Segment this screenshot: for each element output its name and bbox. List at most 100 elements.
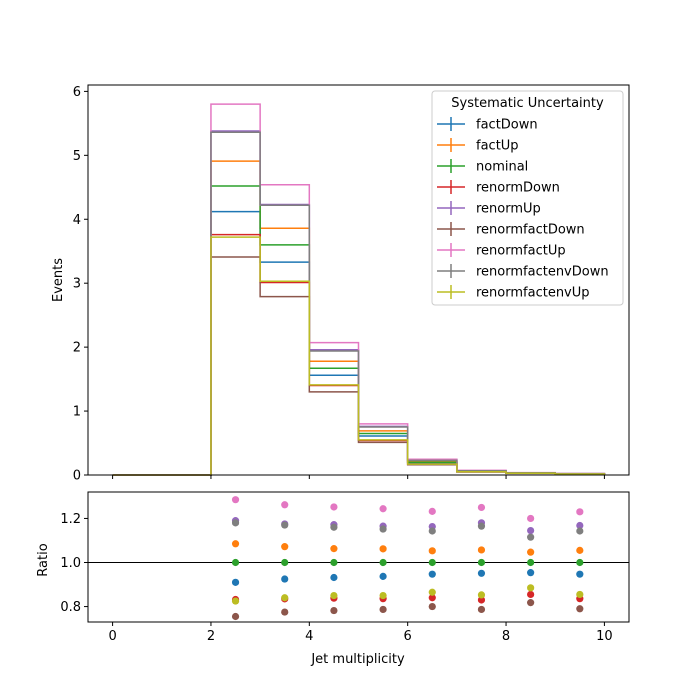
ratio-points <box>231 496 584 621</box>
ratio-point-renormfactDown <box>379 605 387 614</box>
legend-label: renormfactenvUp <box>476 286 590 301</box>
ratio-point-renormUp <box>527 526 535 535</box>
ratio-point-renormfactenvUp <box>281 594 289 602</box>
x-axis-label: Jet multiplicity <box>310 652 405 667</box>
legend-entry-renormfactDown: renormfactDown <box>437 222 585 238</box>
ratio-point-renormfactenvDown <box>527 533 535 541</box>
ratio-point-renormfactDown <box>281 608 289 616</box>
ratio-point-factDown <box>576 570 584 578</box>
legend-label: factUp <box>476 139 519 154</box>
ratio-point-renormfactenvDown <box>330 523 338 531</box>
ratio-point-factUp <box>281 543 289 551</box>
ratio-point-renormfactenvUp <box>576 590 584 599</box>
ratio-point-renormfactDown <box>428 602 436 611</box>
ratio-point-factUp <box>231 540 240 548</box>
main-histograms <box>112 103 606 476</box>
x-tick-label: 0 <box>108 629 116 644</box>
main-y-tick-label: 0 <box>73 469 81 484</box>
legend: Systematic Uncertainty factDown factUp nom… <box>431 90 624 306</box>
ratio-point-nominal <box>428 558 436 567</box>
ratio-point-nominal <box>477 558 486 567</box>
legend-entry-factUp: factUp <box>437 138 519 154</box>
ratio-point-renormDown <box>428 594 436 602</box>
legend-title: Systematic Uncertainty <box>451 96 604 111</box>
legend-entry-factDown: factDown <box>437 117 538 133</box>
ratio-point-factDown <box>428 570 436 578</box>
x-tick-label: 2 <box>207 629 215 644</box>
ratio-point-renormfactUp <box>330 503 338 511</box>
ratio-point-renormfactUp <box>477 503 486 512</box>
legend-entry-renormDown: renormDown <box>437 180 560 196</box>
ratio-y-axis-label: Ratio <box>36 543 51 576</box>
ratio-point-renormfactenvUp <box>231 597 240 605</box>
ratio-point-renormfactUp <box>379 505 387 513</box>
legend-box <box>431 90 624 306</box>
ratio-point-factUp <box>527 548 535 556</box>
main-y-tick-label: 5 <box>73 149 81 164</box>
ratio-point-renormfactUp <box>231 496 240 504</box>
main-y-tick-label: 3 <box>73 277 81 292</box>
x-tick-label: 10 <box>596 629 613 644</box>
ratio-point-renormfactenvUp <box>428 588 436 596</box>
legend-entries: factDown factUp nominal renormDown renormUp r… <box>437 117 609 301</box>
ratio-point-renormfactenvUp <box>527 584 535 592</box>
ratio-point-renormUp <box>576 521 584 530</box>
ratio-point-renormfactUp <box>527 514 535 523</box>
legend-entry-renormfactUp: renormfactUp <box>437 243 566 259</box>
ratio-y-tick-label: 1.2 <box>60 512 81 527</box>
main-panel: 0 1 2 3 4 5 6 Events Systematic Uncertainty fa… <box>51 84 630 484</box>
main-y-tick-label: 4 <box>73 213 81 228</box>
x-tick-label: 8 <box>502 629 510 644</box>
main-y-tick-label: 6 <box>73 85 81 100</box>
ratio-axis-ticks: 0.8 1.0 1.2 0 2 4 6 8 10 <box>60 512 612 644</box>
legend-entry-renormfactenvUp: renormfactenvUp <box>437 285 590 301</box>
ratio-point-renormDown <box>477 596 486 604</box>
main-axis-ticks: 0 1 2 3 4 5 6 <box>73 85 605 484</box>
ratio-point-renormfactenvDown <box>428 527 436 535</box>
legend-label: renormDown <box>476 181 560 196</box>
legend-label: renormfactDown <box>476 223 585 238</box>
ratio-point-renormfactenvDown <box>576 527 584 535</box>
ratio-point-nominal <box>231 558 240 567</box>
legend-entry-renormfactenvDown: renormfactenvDown <box>437 264 609 280</box>
legend-entry-renormUp: renormUp <box>437 201 541 217</box>
histogram-renormfactenvUp <box>112 236 606 476</box>
ratio-point-renormfactenvUp <box>477 591 486 599</box>
x-tick-label: 4 <box>305 629 313 644</box>
legend-label: renormfactenvDown <box>476 265 609 280</box>
ratio-point-renormfactDown <box>330 606 338 615</box>
main-axes-frame <box>87 84 630 476</box>
ratio-point-renormfactUp <box>281 501 289 509</box>
legend-label: renormfactUp <box>476 244 566 259</box>
ratio-point-renormfactUp <box>576 508 584 516</box>
ratio-point-factDown <box>330 573 338 582</box>
ratio-point-renormfactenvDown <box>379 525 387 533</box>
ratio-point-nominal <box>281 558 289 567</box>
ratio-point-renormDown <box>527 590 535 599</box>
legend-label: renormUp <box>476 202 541 217</box>
ratio-point-renormfactDown <box>576 605 584 613</box>
ratio-point-nominal <box>576 558 584 567</box>
ratio-point-factUp <box>428 547 436 555</box>
ratio-point-nominal <box>527 558 535 567</box>
ratio-point-factUp <box>576 546 584 554</box>
legend-label: factDown <box>476 118 538 133</box>
main-y-tick-label: 1 <box>73 405 81 420</box>
ratio-point-renormfactenvDown <box>231 519 240 527</box>
legend-entry-nominal: nominal <box>437 159 528 175</box>
main-y-tick-label: 2 <box>73 341 81 356</box>
ratio-point-nominal <box>330 558 338 567</box>
ratio-point-renormfactenvDown <box>477 522 486 530</box>
ratio-y-tick-label: 0.8 <box>60 600 81 615</box>
ratio-point-renormfactenvUp <box>379 591 387 600</box>
ratio-point-renormfactDown <box>231 612 240 621</box>
x-tick-label: 6 <box>404 629 412 644</box>
ratio-point-renormfactenvDown <box>281 521 289 529</box>
ratio-point-renormfactenvUp <box>330 591 338 600</box>
ratio-point-factDown <box>379 572 387 580</box>
ratio-panel: 0.8 1.0 1.2 0 2 4 6 8 10 Ratio Jet multiplicity <box>36 491 630 667</box>
ratio-y-tick-label: 1.0 <box>60 556 81 571</box>
ratio-point-factUp <box>330 545 338 553</box>
